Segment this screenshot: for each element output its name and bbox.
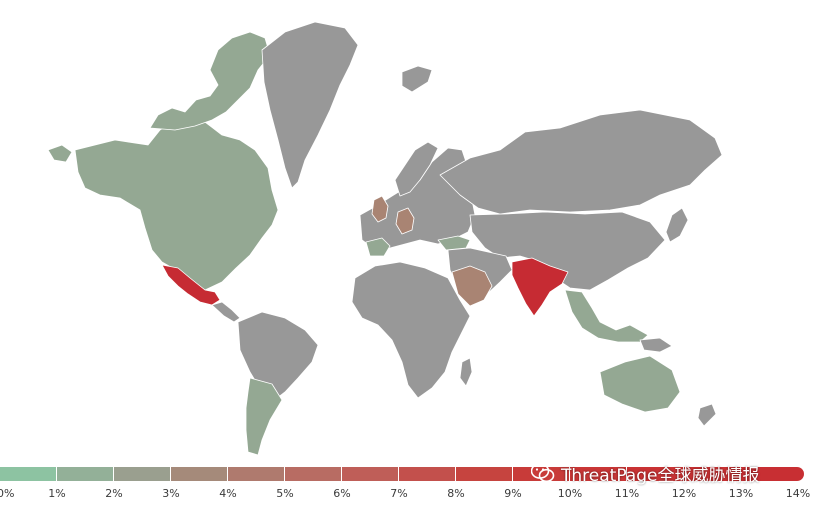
map-region-germany[interactable] xyxy=(395,207,415,235)
legend-segment xyxy=(171,467,227,481)
map-region-new-guinea[interactable] xyxy=(639,337,673,353)
legend-segment xyxy=(456,467,512,481)
map-region-russia[interactable] xyxy=(439,109,723,215)
map-region-japan[interactable] xyxy=(665,207,689,243)
legend-segment xyxy=(741,467,797,481)
watermark: ThreatPage全球威胁情报 xyxy=(531,461,760,486)
legend-segment xyxy=(399,467,455,481)
legend-tick: 2% xyxy=(105,487,123,500)
legend-tick: 1% xyxy=(48,487,66,500)
map-region-alaska-west[interactable] xyxy=(47,144,73,163)
watermark-text: ThreatPage全球威胁情报 xyxy=(561,465,760,486)
map-region-spain[interactable] xyxy=(365,237,391,257)
wechat-icon xyxy=(531,463,555,483)
map-region-new-zealand[interactable] xyxy=(697,403,717,427)
legend-tick: 12% xyxy=(671,487,697,500)
map-region-mexico[interactable] xyxy=(161,264,221,306)
legend-segment xyxy=(627,467,683,481)
legend-tick: 9% xyxy=(504,487,522,500)
map-region-south-america[interactable] xyxy=(237,311,319,403)
legend-tick: 6% xyxy=(333,487,351,500)
legend-segment xyxy=(0,467,56,481)
map-region-africa[interactable] xyxy=(351,261,471,399)
legend-tick: 8% xyxy=(447,487,465,500)
legend-tick: 10% xyxy=(557,487,583,500)
legend-tick: 0% xyxy=(0,487,15,500)
legend-tick: 7% xyxy=(390,487,408,500)
map-region-central-america[interactable] xyxy=(211,301,241,323)
map-region-arctic-islands[interactable] xyxy=(149,31,271,131)
legend-segment xyxy=(285,467,341,481)
map-region-madagascar[interactable] xyxy=(459,357,473,387)
legend-segment xyxy=(684,467,740,481)
legend-tick: 14% xyxy=(785,487,811,500)
map-region-argentina[interactable] xyxy=(245,377,283,456)
map-region-india[interactable] xyxy=(511,257,569,317)
legend-tick: 3% xyxy=(162,487,180,500)
legend-gradient-bar xyxy=(0,467,804,481)
map-region-united-kingdom[interactable] xyxy=(371,195,389,223)
map-region-southeast-asia[interactable] xyxy=(564,289,649,343)
map-region-turkey[interactable] xyxy=(437,235,471,251)
legend-tick: 5% xyxy=(276,487,294,500)
legend-tick: 11% xyxy=(614,487,640,500)
legend-segment xyxy=(570,467,626,481)
legend-tick: 4% xyxy=(219,487,237,500)
legend-segment xyxy=(513,467,569,481)
legend-end-cap xyxy=(790,467,804,481)
legend-segment xyxy=(342,467,398,481)
map-region-scandinavia[interactable] xyxy=(394,141,439,197)
map-region-australia[interactable] xyxy=(599,355,681,413)
map-region-iceland[interactable] xyxy=(401,65,433,93)
legend-tick: 13% xyxy=(728,487,754,500)
legend-segment xyxy=(228,467,284,481)
map-region-saudi-arabia[interactable] xyxy=(451,265,493,307)
legend-segment xyxy=(114,467,170,481)
legend-segment xyxy=(57,467,113,481)
map-region-greenland[interactable] xyxy=(261,21,359,189)
map-region-north-america[interactable] xyxy=(74,117,279,291)
